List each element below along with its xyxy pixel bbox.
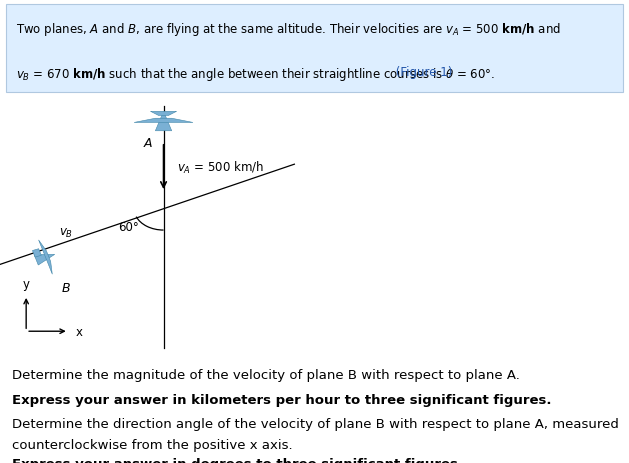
Text: counterclockwise from the positive x axis.: counterclockwise from the positive x axi… <box>13 438 293 450</box>
Text: (Figure 1): (Figure 1) <box>392 66 452 79</box>
Polygon shape <box>155 112 172 131</box>
Text: A: A <box>144 137 152 150</box>
Text: Determine the direction angle of the velocity of plane B with respect to plane A: Determine the direction angle of the vel… <box>13 417 620 430</box>
Text: 60°: 60° <box>118 220 138 233</box>
Text: $v_B$ = 670 $\mathbf{km/h}$ such that the angle between their straightline cours: $v_B$ = 670 $\mathbf{km/h}$ such that th… <box>16 66 495 83</box>
Polygon shape <box>34 255 55 265</box>
Text: $v_A$ = 500 km/h: $v_A$ = 500 km/h <box>177 160 264 175</box>
Text: x: x <box>75 325 82 338</box>
Polygon shape <box>150 112 177 116</box>
Text: Express your answer in kilometers per hour to three significant figures.: Express your answer in kilometers per ho… <box>13 393 552 406</box>
FancyBboxPatch shape <box>6 5 623 93</box>
Text: y: y <box>23 277 30 290</box>
Text: Express your answer in degrees to three significant figures.: Express your answer in degrees to three … <box>13 457 464 463</box>
Polygon shape <box>38 240 52 275</box>
Text: B: B <box>62 282 71 294</box>
Polygon shape <box>134 119 193 123</box>
Text: Two planes, $\mathit{A}$ and $\mathit{B}$, are flying at the same altitude. Thei: Two planes, $\mathit{A}$ and $\mathit{B}… <box>16 20 560 38</box>
Polygon shape <box>33 249 42 257</box>
Text: $v_B$: $v_B$ <box>59 227 73 240</box>
Text: Determine the magnitude of the velocity of plane B with respect to plane A.: Determine the magnitude of the velocity … <box>13 369 520 382</box>
